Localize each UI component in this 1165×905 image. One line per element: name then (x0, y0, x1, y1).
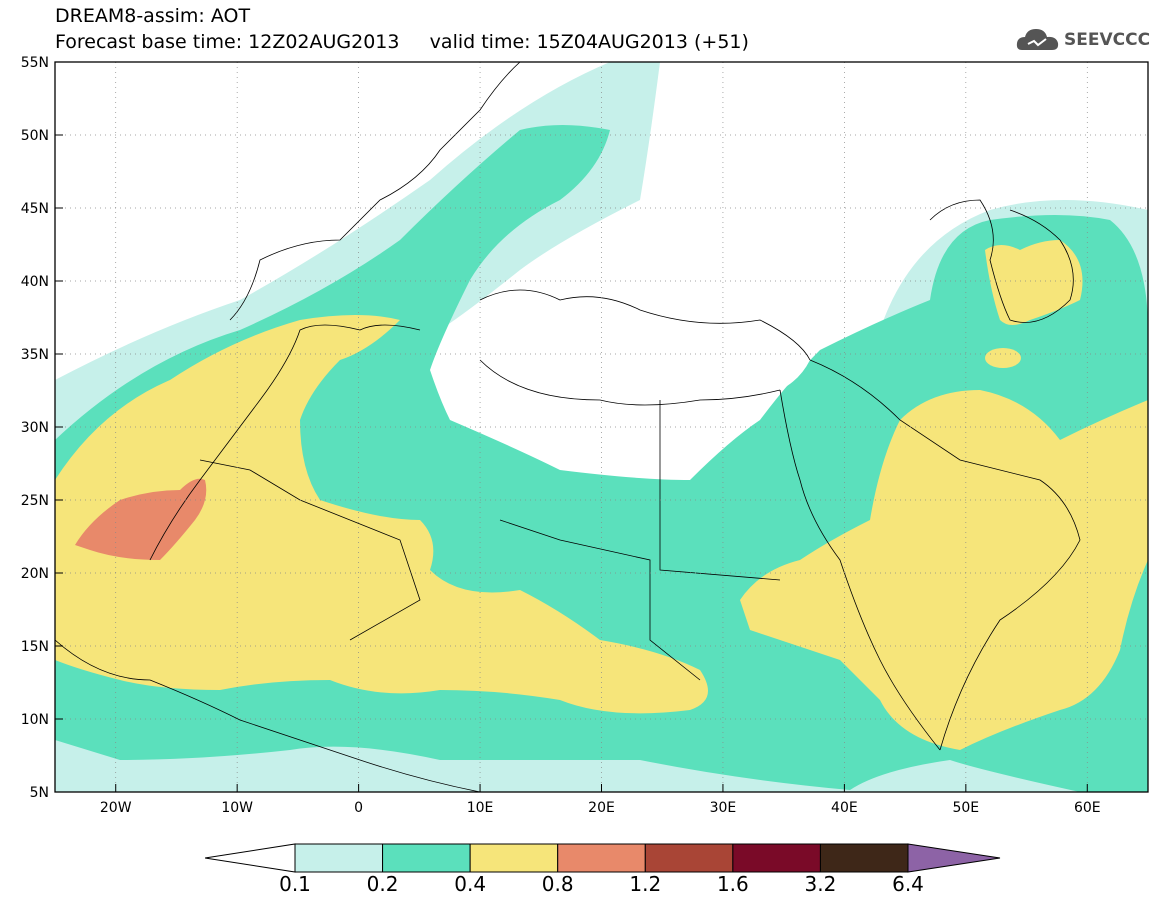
graticule (55, 62, 1148, 792)
lat-tick-label: 30N (21, 420, 49, 436)
seevccc-logo: SEEVCCC (1016, 24, 1156, 56)
aot-band-0.8 (75, 478, 207, 560)
coastlines (55, 62, 1081, 792)
lon-tick-label: 20E (588, 800, 615, 816)
aot-band-0.4-caspian (985, 240, 1083, 325)
aot-band-0.4-east (740, 390, 1148, 750)
lat-tick-label: 55N (21, 55, 49, 71)
colorbar-label: 6.4 (892, 872, 924, 896)
lat-tick-label: 50N (21, 128, 49, 144)
lon-tick-label: 20W (100, 800, 132, 816)
axis-ticks: 20W 10W 0 10E 20E 30E 40E 50E 60E 55N 50N 45N 40N 35N… (21, 55, 1101, 816)
colorbar-label: 1.6 (716, 872, 749, 896)
lat-tick-label: 5N (30, 785, 49, 801)
lat-tick-label: 15N (21, 639, 49, 655)
aot-contour-fields (55, 62, 1148, 792)
colorbar-max-arrow (907, 843, 1001, 873)
colorbar-min-arrow (205, 843, 296, 873)
lat-tick-label: 35N (21, 347, 49, 363)
lon-tick-label: 30E (710, 800, 737, 816)
cloud-icon (1016, 29, 1059, 50)
colorbar-segment (732, 843, 821, 873)
lon-tick-label: 40E (831, 800, 858, 816)
colorbar-label: 0.8 (541, 872, 574, 896)
lat-tick-label: 10N (21, 712, 49, 728)
colorbar-segment (557, 843, 646, 873)
chart-title: DREAM8-assim: AOT (55, 5, 251, 27)
colorbar-label: 1.2 (629, 872, 662, 896)
colorbar-segment (819, 843, 909, 873)
aot-band-0.4-west (55, 315, 708, 714)
colorbar-segment (382, 843, 471, 873)
lat-tick-label: 25N (21, 493, 49, 509)
colorbar-label: 0.4 (454, 872, 487, 896)
colorbar-label: 0.1 (279, 872, 311, 896)
lat-tick-label: 40N (21, 274, 49, 290)
lon-tick-label: 60E (1074, 800, 1101, 816)
logo-text: SEEVCCC (1064, 30, 1151, 50)
lat-tick-label: 45N (21, 201, 49, 217)
colorbar-segment (294, 843, 384, 873)
lon-tick-label: 10E (467, 800, 494, 816)
lon-tick-label: 10W (221, 800, 253, 816)
lon-tick-label: 50E (952, 800, 979, 816)
mediterranean-sea (480, 290, 810, 405)
colorbar-segment (644, 843, 734, 873)
colorbar-segment (469, 843, 559, 873)
aot-band-0.4-patch (985, 348, 1021, 368)
lon-tick-label: 0 (354, 800, 363, 816)
lat-tick-label: 20N (21, 566, 49, 582)
chart-subtitle: Forecast base time: 12Z02AUG2013 valid t… (55, 31, 749, 53)
colorbar-label: 0.2 (366, 872, 399, 896)
colorbar (205, 843, 1001, 873)
colorbar-label: 3.2 (804, 872, 837, 896)
